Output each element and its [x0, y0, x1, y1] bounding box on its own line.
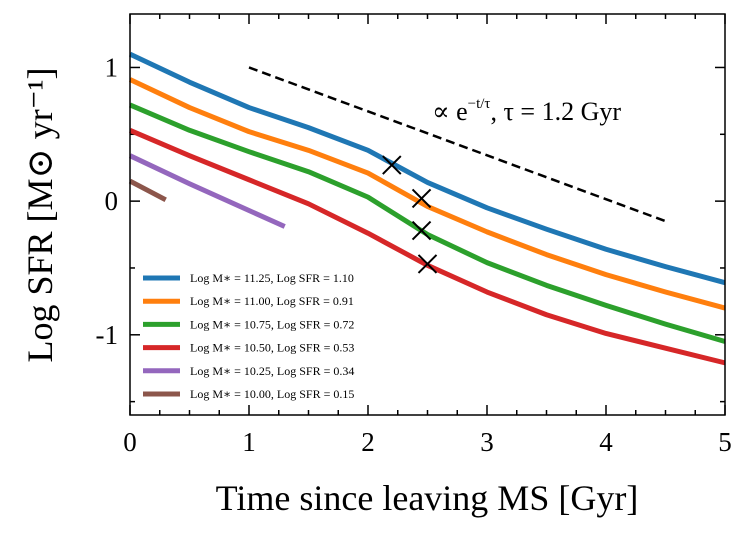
cross-marker: [382, 155, 402, 175]
legend-label: Log M∗ = 10.50, Log SFR = 0.53: [190, 341, 354, 355]
legend-label: Log M∗ = 10.25, Log SFR = 0.34: [190, 364, 354, 378]
y-tick-label: 1: [105, 52, 119, 82]
legend-label: Log M∗ = 11.25, Log SFR = 1.10: [190, 271, 354, 285]
reference-line: [248, 66, 666, 223]
cross-marker: [411, 220, 432, 241]
x-tick-label: 2: [361, 427, 375, 457]
series-line: [128, 178, 167, 203]
annotation-text: ∝ e: [432, 97, 468, 126]
x-tick-label: 1: [242, 427, 256, 457]
x-tick-label: 3: [480, 427, 494, 457]
annotation-exponent: −t/τ: [468, 96, 491, 112]
legend-label: Log M∗ = 11.00, Log SFR = 0.91: [190, 294, 354, 308]
legend-label: Log M∗ = 10.75, Log SFR = 0.72: [190, 317, 354, 331]
series-line: [128, 77, 726, 311]
y-tick-label: 0: [105, 186, 119, 216]
y-tick-label: -1: [96, 320, 119, 350]
x-tick-label: 4: [599, 427, 613, 457]
annotation-rest: , τ = 1.2 Gyr: [490, 97, 621, 126]
x-tick-label: 5: [718, 427, 732, 457]
y-axis-label: Log SFR [M⊙ yr⁻¹]: [20, 68, 60, 363]
x-tick-label: 0: [123, 427, 137, 457]
series-line: [129, 102, 726, 344]
x-axis-label: Time since leaving MS [Gyr]: [216, 478, 639, 518]
annotation: ∝ e−t/τ, τ = 1.2 Gyr: [432, 96, 621, 126]
cross-marker: [411, 188, 432, 209]
series-line: [128, 51, 726, 286]
cross-marker: [417, 254, 438, 274]
series-line: [128, 153, 286, 229]
legend-label: Log M∗ = 10.00, Log SFR = 0.15: [190, 387, 354, 401]
plot-frame: [129, 13, 726, 416]
